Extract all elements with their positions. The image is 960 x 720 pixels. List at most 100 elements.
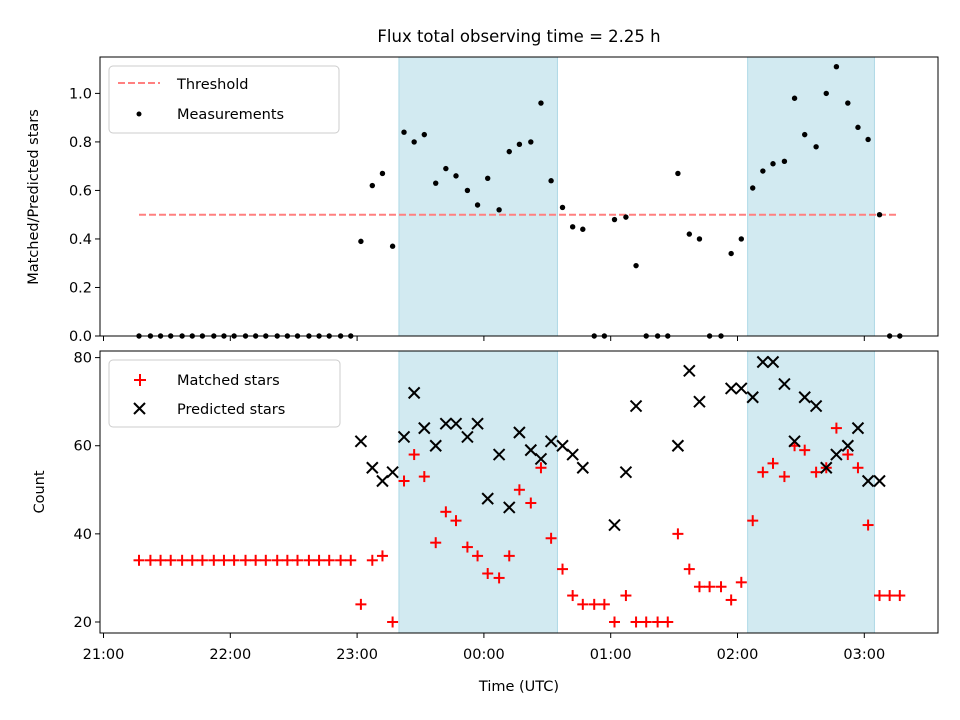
measurement-point xyxy=(433,180,439,186)
predicted-stars-point xyxy=(513,426,526,439)
matched-stars-point xyxy=(513,484,525,496)
predicted-stars-point xyxy=(534,452,548,466)
matched-stars-point xyxy=(852,462,864,474)
matched-stars-point xyxy=(418,471,430,483)
predicted-stars-point xyxy=(724,382,738,395)
ratio-y-ticks: 0.0 0.2 0.4 0.6 0.8 1.0 xyxy=(69,86,100,345)
predicted-stars-point xyxy=(386,465,399,479)
y-tick-label: 0.2 xyxy=(69,280,92,296)
measurement-point xyxy=(474,202,481,208)
matched-stars-point xyxy=(271,554,283,566)
predicted-stars-point xyxy=(418,421,431,435)
matched-stars-point xyxy=(355,598,367,610)
observing-span-1 xyxy=(398,350,558,634)
predicted-legend-swatch xyxy=(133,402,146,415)
matched-stars-point xyxy=(398,475,410,487)
y-tick-label: 60 xyxy=(74,439,92,455)
measurement-point xyxy=(633,262,639,269)
predicted-stars-point xyxy=(809,399,823,413)
count-y-axis-label: Count xyxy=(32,470,48,513)
matched-stars-point xyxy=(874,590,886,602)
matched-stars-point xyxy=(440,506,452,518)
matched-stars-point xyxy=(133,554,145,566)
predicted-stars-point xyxy=(873,474,886,488)
matched-stars-point xyxy=(842,449,854,461)
measurement-point xyxy=(781,158,788,165)
measurement-point xyxy=(813,144,819,150)
y-tick-label: 0.4 xyxy=(69,232,92,248)
measurement-point xyxy=(443,165,449,172)
matched-stars-point xyxy=(345,554,357,566)
matched-stars-point xyxy=(323,554,335,566)
matched-stars-point xyxy=(693,581,705,593)
matched-stars-point xyxy=(144,554,156,566)
ratio-legend: Threshold Measurements xyxy=(108,65,340,134)
predicted-stars-point xyxy=(439,417,453,430)
measurement-point xyxy=(833,64,840,70)
matched-stars-point xyxy=(598,598,610,610)
measurement-point xyxy=(865,136,871,143)
matched-legend-label: Matched stars xyxy=(177,373,280,389)
matched-stars-point xyxy=(662,616,674,628)
measurement-point xyxy=(401,129,407,135)
matched-stars-point xyxy=(376,550,388,562)
predicted-stars-point xyxy=(503,501,516,514)
predicted-stars-point xyxy=(683,364,696,378)
measurements-legend-swatch xyxy=(136,111,142,117)
predicted-stars-point xyxy=(619,465,633,479)
measurement-point xyxy=(548,178,554,184)
matched-stars-point xyxy=(778,471,790,483)
measurement-point xyxy=(358,238,364,245)
predicted-stars-point xyxy=(492,448,506,461)
matched-stars-point xyxy=(186,554,198,566)
matched-stars-point xyxy=(862,519,874,531)
matched-stars-point xyxy=(313,554,325,566)
matched-stars-point xyxy=(208,554,220,566)
matched-stars-point xyxy=(430,537,442,549)
matched-stars-point xyxy=(461,541,473,553)
predicted-stars-point xyxy=(766,355,780,369)
measurement-point xyxy=(389,243,396,249)
matched-stars-point xyxy=(735,576,747,588)
matched-stars-point xyxy=(525,497,537,509)
predicted-stars-point xyxy=(841,439,855,452)
matched-stars-point xyxy=(545,532,557,544)
matched-stars-point xyxy=(472,550,484,562)
predicted-stars-point xyxy=(861,474,875,488)
predicted-stars-point xyxy=(407,386,421,400)
predicted-stars-point xyxy=(366,461,379,474)
y-tick-label: 0.8 xyxy=(69,135,92,151)
matched-stars-point xyxy=(366,554,378,566)
matched-stars-point xyxy=(196,554,208,566)
x-tick-label: 21:00 xyxy=(83,647,125,663)
count-panel: 20 40 60 80 21:00 22:00 23:00 00:00 01:00 02:00 0… xyxy=(32,350,939,695)
measurement-point xyxy=(823,90,829,97)
matched-stars-point xyxy=(535,462,547,474)
measurement-point xyxy=(738,236,745,242)
matched-stars-point xyxy=(577,598,589,610)
predicted-stars-point xyxy=(449,417,463,430)
count-x-ticks: 21:00 22:00 23:00 00:00 01:00 02:00 03:00 xyxy=(83,633,885,663)
matched-stars-point xyxy=(228,554,240,566)
ratio-axes-frame xyxy=(99,56,939,337)
measurement-point xyxy=(791,95,798,101)
ratio-y-axis-label: Matched/Predicted stars xyxy=(26,109,42,285)
measurement-point xyxy=(516,141,523,148)
y-tick-label: 0.6 xyxy=(69,183,92,199)
ratio-spans xyxy=(398,56,875,337)
matched-stars-point xyxy=(250,554,262,566)
matched-stars-point xyxy=(630,616,642,628)
measurement-point xyxy=(611,216,618,223)
matched-stars-points xyxy=(133,422,906,628)
measurement-point xyxy=(453,173,459,179)
count-legend-box xyxy=(108,359,341,428)
measurement-point xyxy=(379,170,386,177)
matched-stars-point xyxy=(747,515,759,527)
predicted-stars-point xyxy=(556,439,569,452)
predicted-stars-point xyxy=(798,391,811,404)
measurement-point xyxy=(855,124,861,131)
predicted-stars-point xyxy=(566,448,579,461)
measurement-point xyxy=(728,250,734,257)
measurement-point xyxy=(802,131,808,138)
matched-stars-point xyxy=(450,515,462,527)
